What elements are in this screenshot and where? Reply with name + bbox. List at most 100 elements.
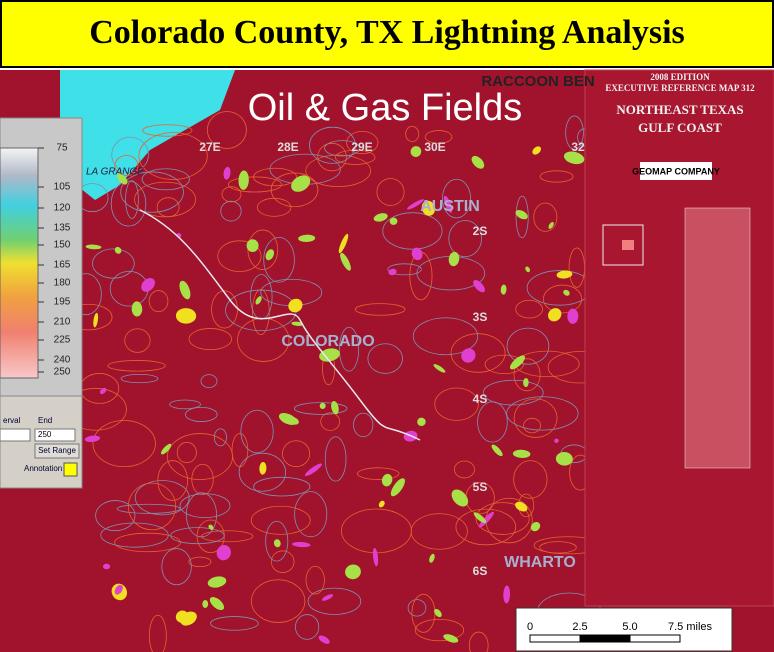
color-ramp: [0, 147, 39, 379]
field: [556, 270, 573, 279]
legend-publisher: GEOMAP COMPANY: [632, 166, 720, 176]
contour: [185, 492, 217, 538]
color-scale-label: 250: [54, 367, 71, 378]
contour: [353, 412, 374, 438]
contour: [251, 579, 306, 623]
field: [451, 489, 469, 507]
field: [117, 173, 128, 185]
field: [461, 348, 476, 363]
legend-table: [684, 207, 751, 469]
field: [318, 635, 330, 644]
county-label: AUSTIN: [420, 198, 480, 215]
end-label: End: [38, 416, 52, 425]
field: [471, 155, 485, 169]
field: [567, 308, 579, 324]
contour: [346, 130, 379, 155]
field: [478, 511, 494, 528]
field: [434, 608, 442, 618]
field: [259, 462, 267, 475]
field: [291, 175, 311, 192]
field: [523, 378, 529, 388]
field: [443, 195, 453, 213]
field: [548, 221, 554, 229]
contour: [334, 149, 376, 165]
contour: [339, 326, 360, 372]
contour: [170, 527, 225, 545]
start-input[interactable]: [0, 428, 31, 442]
set-range-button[interactable]: [34, 443, 80, 459]
contour: [92, 248, 135, 279]
field: [278, 412, 297, 425]
contour: [265, 520, 289, 562]
field: [131, 301, 143, 317]
contour: [211, 290, 238, 329]
field: [512, 449, 531, 458]
contour: [320, 412, 341, 431]
contour: [282, 440, 311, 467]
contour: [387, 263, 422, 276]
contour: [120, 171, 184, 213]
field: [141, 277, 155, 292]
contour: [294, 491, 328, 538]
annotation-color[interactable]: [63, 462, 78, 477]
field: [448, 251, 460, 267]
contour: [455, 508, 517, 546]
river: [139, 209, 421, 441]
contour: [448, 220, 482, 258]
contour: [305, 565, 325, 595]
township-label: 4S: [473, 392, 488, 406]
field: [114, 246, 122, 254]
field: [246, 239, 259, 253]
field: [407, 199, 424, 210]
field: [555, 452, 573, 466]
contour: [434, 387, 479, 421]
contour: [221, 186, 242, 203]
contour: [134, 480, 190, 516]
field: [433, 364, 446, 373]
legend-region: NORTHEAST TEXAS: [616, 102, 743, 117]
scale-label: 5.0: [622, 621, 637, 633]
contour: [324, 140, 361, 157]
contour: [134, 181, 196, 218]
contour: [270, 172, 319, 208]
contour: [125, 180, 139, 219]
field: [85, 244, 102, 250]
contour: [414, 618, 465, 642]
contour: [191, 463, 214, 496]
field: [473, 280, 485, 293]
township-label: 6S: [473, 564, 488, 578]
contour: [263, 236, 295, 283]
field: [175, 610, 189, 623]
color-scale-label: 225: [54, 335, 71, 346]
township-label: 29E: [351, 140, 372, 154]
township-label: 2S: [473, 224, 488, 238]
overlay-title: Oil & Gas Fields: [248, 87, 523, 129]
contour: [354, 303, 406, 316]
contour: [95, 500, 136, 532]
contour: [539, 541, 577, 554]
township-label: 5S: [473, 480, 488, 494]
field: [202, 599, 209, 608]
contour: [138, 132, 208, 180]
contour: [157, 460, 188, 501]
field: [238, 170, 249, 190]
field: [331, 400, 339, 415]
township-label: 30E: [424, 140, 445, 154]
field: [389, 217, 398, 225]
color-scale-label: 75: [56, 143, 68, 154]
contour: [114, 155, 139, 177]
contour: [250, 505, 311, 535]
contour: [513, 358, 541, 392]
field: [421, 200, 435, 216]
color-scale-label: 195: [54, 297, 71, 308]
color-scale-label: 120: [54, 203, 71, 214]
field: [429, 553, 435, 563]
field: [443, 634, 459, 643]
field: [179, 280, 191, 300]
field: [411, 247, 423, 261]
contour: [142, 124, 193, 137]
contour: [179, 493, 231, 518]
contour: [107, 360, 166, 372]
end-input[interactable]: [34, 428, 76, 442]
